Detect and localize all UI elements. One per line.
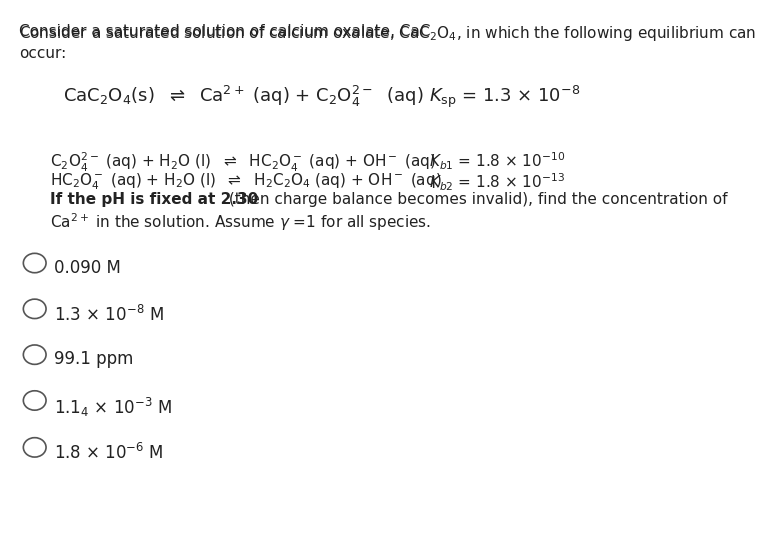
Text: occur:: occur: (19, 46, 66, 61)
Text: 0.090 M: 0.090 M (54, 259, 120, 277)
Text: $K_{\rm sp}$ = 1.3 × 10$^{-8}$: $K_{\rm sp}$ = 1.3 × 10$^{-8}$ (429, 84, 580, 110)
Text: $K_{b2}$ = 1.8 × 10$^{-13}$: $K_{b2}$ = 1.8 × 10$^{-13}$ (429, 171, 565, 193)
Text: Consider a saturated solution of calcium oxalate, CaC$_2$O$_4$, in which the fol: Consider a saturated solution of calcium… (19, 24, 756, 43)
Text: 1.3 × 10$^{-8}$ M: 1.3 × 10$^{-8}$ M (54, 305, 163, 324)
Text: 99.1 ppm: 99.1 ppm (54, 350, 133, 368)
Text: (then charge balance becomes invalid), find the concentration of: (then charge balance becomes invalid), f… (224, 192, 727, 207)
Text: Ca$^{2+}$ in the solution. Assume $\gamma$ =1 for all species.: Ca$^{2+}$ in the solution. Assume $\gamm… (51, 211, 431, 233)
Text: 1.1$_4$ × 10$^{-3}$ M: 1.1$_4$ × 10$^{-3}$ M (54, 396, 172, 419)
Text: $K_{b1}$ = 1.8 × 10$^{-10}$: $K_{b1}$ = 1.8 × 10$^{-10}$ (429, 151, 565, 172)
Text: CaC$_2$O$_4$(s)  $\rightleftharpoons$  Ca$^{2+}$ (aq) + C$_2$O$_4^{2-}$  (aq): CaC$_2$O$_4$(s) $\rightleftharpoons$ Ca$… (63, 84, 423, 109)
Text: C$_2$O$_4^{2-}$ (aq) + H$_2$O (l)  $\rightleftharpoons$  HC$_2$O$_4^-$ (aq) + OH: C$_2$O$_4^{2-}$ (aq) + H$_2$O (l) $\righ… (51, 151, 437, 174)
Text: HC$_2$O$_4^-$ (aq) + H$_2$O (l)  $\rightleftharpoons$  H$_2$C$_2$O$_4$ (aq) + OH: HC$_2$O$_4^-$ (aq) + H$_2$O (l) $\rightl… (51, 171, 442, 192)
Text: 1.8 × 10$^{-6}$ M: 1.8 × 10$^{-6}$ M (54, 443, 163, 463)
Text: If the pH is fixed at 2.30: If the pH is fixed at 2.30 (51, 192, 259, 207)
Text: Consider a saturated solution of calcium oxalate, CaC: Consider a saturated solution of calcium… (19, 24, 430, 39)
